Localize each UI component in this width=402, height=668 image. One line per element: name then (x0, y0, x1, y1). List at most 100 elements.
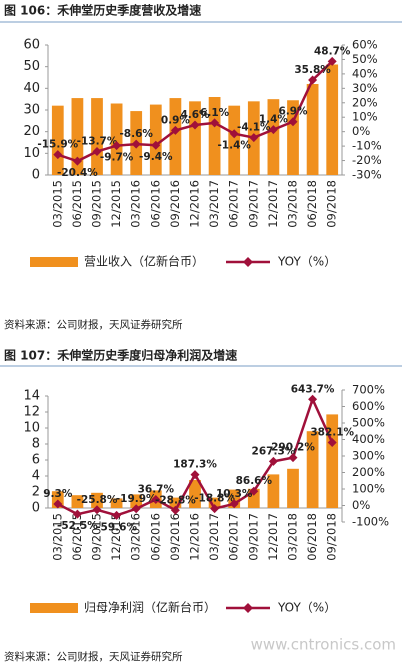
x-tick-label: 06/2018 (305, 513, 319, 561)
marker (327, 437, 337, 447)
y2-tick-label: 100% (352, 482, 385, 496)
x-tick-label: 12/2016 (188, 513, 202, 561)
data-label: -9.7% (100, 152, 134, 164)
x-tick-label: 09/2015 (90, 180, 104, 228)
marker (131, 139, 141, 149)
x-tick-label: 12/2017 (266, 513, 280, 561)
marker (112, 510, 122, 520)
legend-label: 归母净利润（亿新台币） (84, 600, 216, 615)
marker (327, 56, 337, 66)
legend-swatch (30, 257, 78, 267)
data-label: 0.9% (161, 114, 191, 126)
bar (130, 494, 143, 508)
data-label: 36.7% (138, 483, 175, 495)
data-label: 35.8% (294, 64, 331, 76)
x-tick-label: 09/2015 (90, 513, 104, 561)
y2-tick-label: 200% (352, 465, 385, 479)
marker (170, 505, 180, 515)
bar (306, 431, 319, 508)
data-label: 1.4% (259, 114, 289, 126)
y2-tick-label: 50% (352, 52, 378, 66)
x-tick-label: 03/2015 (50, 180, 64, 228)
bar (287, 468, 299, 508)
marker (170, 125, 180, 135)
marker (131, 504, 141, 514)
marker (210, 118, 220, 128)
data-label: 4.6% (180, 109, 210, 121)
marker (92, 146, 102, 156)
data-label: 643.7% (291, 383, 335, 395)
marker (92, 505, 102, 515)
data-label: -20.4% (57, 167, 98, 179)
marker (72, 509, 82, 519)
marker (268, 456, 278, 466)
x-tick-label: 03/2016 (129, 513, 143, 561)
data-label: -9.4% (139, 151, 173, 163)
y2-tick-label: 600% (352, 399, 385, 413)
data-label: -59.6% (96, 521, 137, 533)
marker (53, 499, 63, 509)
y-tick-label: 50 (23, 59, 40, 74)
data-label: -1.4% (217, 140, 251, 152)
y2-tick-label: 20% (352, 95, 378, 109)
y2-tick-label: 0% (352, 498, 370, 512)
data-label: -28.8% (155, 494, 196, 506)
y2-tick-label: -20% (352, 153, 382, 167)
data-label: 48.7% (314, 45, 351, 57)
x-tick-label: 12/2017 (266, 180, 280, 228)
y-tick-label: 30 (23, 103, 40, 118)
x-tick-label: 03/2018 (286, 513, 300, 561)
bar (326, 64, 339, 175)
data-label: -18.8% (194, 493, 235, 505)
x-tick-label: 12/2015 (109, 513, 123, 561)
y-tick-label: 60 (23, 38, 40, 53)
data-label: -52.5% (57, 520, 98, 532)
data-label: 9.3% (43, 488, 73, 500)
y2-tick-label: 500% (352, 416, 385, 430)
bar (287, 100, 299, 175)
x-tick-label: 09/2017 (246, 180, 260, 228)
x-tick-label: 03/2017 (207, 513, 221, 561)
x-tick-label: 03/2016 (129, 180, 143, 228)
marker (190, 120, 200, 130)
bar (228, 105, 241, 175)
marker (249, 486, 259, 496)
legend-label: YOY（%） (277, 601, 336, 615)
x-tick-label: 03/2017 (207, 180, 221, 228)
y2-tick-label: 60% (352, 38, 378, 52)
bar (306, 84, 319, 175)
legend-marker (243, 603, 253, 613)
legend-label: YOY（%） (277, 255, 336, 269)
y-tick-label: 12 (23, 405, 40, 420)
data-label: -15.9% (37, 139, 78, 151)
y2-tick-label: 40% (352, 66, 378, 80)
marker (268, 125, 278, 135)
bar (189, 101, 201, 175)
x-tick-label: 12/2016 (188, 180, 202, 228)
bar (71, 98, 84, 175)
x-tick-label: 06/2015 (70, 513, 84, 561)
y-tick-label: 10 (23, 421, 40, 436)
y2-tick-label: 0% (352, 124, 370, 138)
data-label: 290.2% (271, 442, 315, 454)
y2-tick-label: 400% (352, 432, 385, 446)
y2-tick-label: 300% (352, 449, 385, 463)
bar (149, 104, 162, 175)
data-label: 267.3% (252, 445, 296, 457)
bar (169, 497, 182, 508)
x-tick-label: 06/2016 (148, 180, 162, 228)
marker (229, 499, 239, 509)
bar (71, 495, 84, 508)
data-label: 382.1% (310, 426, 354, 438)
y2-tick-label: -30% (352, 168, 382, 182)
y2-tick-label: 700% (352, 383, 385, 397)
y-tick-label: 4 (32, 469, 40, 484)
y2-tick-label: -100% (352, 515, 389, 529)
bar (267, 99, 280, 175)
data-label: 6.1% (200, 107, 230, 119)
watermark: www.cntronics.com (251, 636, 396, 654)
marker (210, 504, 220, 514)
y-tick-label: 40 (23, 81, 40, 96)
legend-marker (243, 257, 253, 267)
y-tick-label: 14 (23, 389, 40, 404)
